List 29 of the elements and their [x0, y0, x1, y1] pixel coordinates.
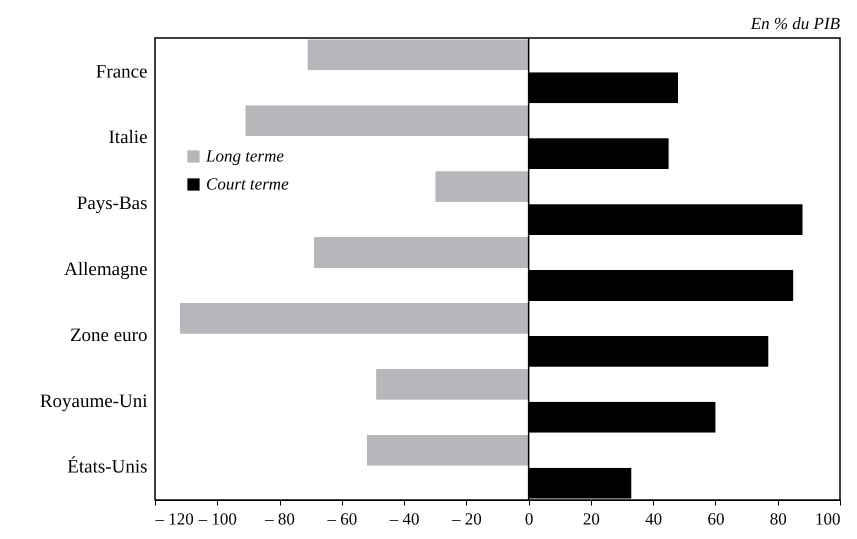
y-tick-label: Pays-Bas [76, 193, 148, 214]
x-tick-label: – 20 [450, 510, 482, 528]
x-tick-label: 60 [707, 510, 724, 528]
y-tick-label: Zone euro [70, 324, 148, 346]
x-tick-label: – 120 [154, 510, 194, 528]
x-tick-label: 40 [645, 510, 662, 528]
x-tick-label: 20 [582, 510, 600, 528]
bar [376, 368, 529, 400]
bar [366, 434, 529, 466]
y-tick-label: Allemagne [64, 259, 148, 280]
bar [245, 105, 529, 136]
x-tick-label: 80 [770, 510, 787, 528]
legend-label: Long terme [205, 146, 284, 166]
x-tick-label: – 80 [264, 510, 295, 528]
y-tick-label: États-Unis [67, 456, 148, 478]
bar [435, 171, 529, 202]
bar [180, 302, 529, 334]
bar [314, 237, 529, 268]
x-tick-label: – 40 [388, 510, 420, 528]
x-tick-label: 100 [815, 510, 840, 528]
x-tick-label: – 100 [198, 510, 237, 528]
y-tick-label: Royaume-Uni [40, 390, 148, 412]
bar [308, 39, 529, 70]
x-tick-label: 0 [524, 510, 534, 528]
y-tick-label: Italie [108, 127, 148, 148]
x-tick-label: – 60 [326, 510, 358, 528]
text: En % du PIB [750, 14, 841, 33]
y-tick-label: France [96, 61, 148, 82]
legend-label: Court terme [206, 174, 290, 194]
